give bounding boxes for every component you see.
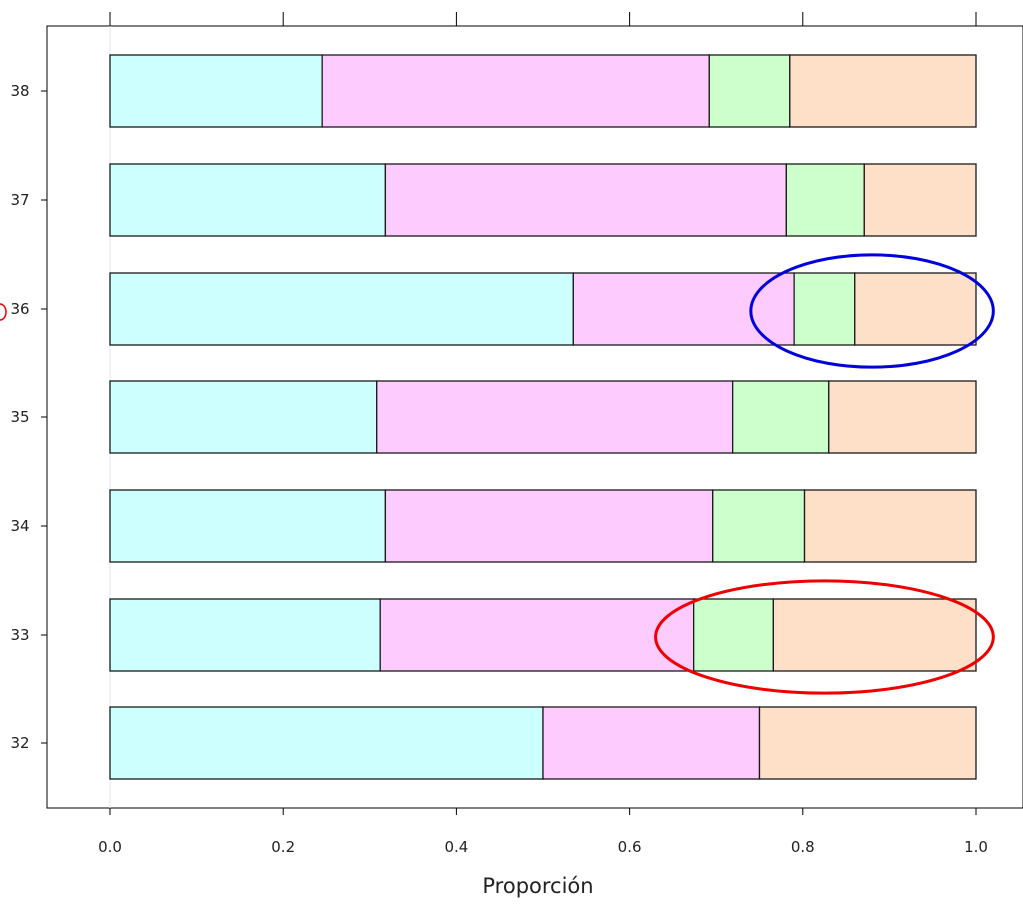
bar-segment-35-1 bbox=[109, 380, 378, 454]
x-tick-label-1.0: 1.0 bbox=[964, 838, 988, 856]
y-tick-label-38: 38 bbox=[10, 82, 29, 100]
x-tick-label-0.8: 0.8 bbox=[791, 838, 815, 856]
bar-segment-37-1 bbox=[109, 163, 387, 237]
bar-segment-32-2 bbox=[542, 706, 761, 780]
bar-segment-33-2 bbox=[379, 598, 695, 672]
bar-segment-32-4 bbox=[758, 706, 977, 780]
x-axis: 0.0 0.2 0.4 0.6 0.8 1.0 bbox=[98, 12, 988, 856]
bar-segment-32-1 bbox=[109, 706, 544, 780]
x-tick-label-0.2: 0.2 bbox=[271, 838, 295, 856]
bar-segment-38-3 bbox=[708, 54, 791, 128]
bar-segment-36-3 bbox=[793, 272, 856, 346]
y-tick-label-37: 37 bbox=[10, 191, 29, 209]
bar-segment-38-2 bbox=[321, 54, 710, 128]
x-axis-title: Proporción bbox=[482, 874, 593, 898]
bar-segment-38-1 bbox=[109, 54, 323, 128]
bar-segment-35-3 bbox=[732, 380, 830, 454]
bar-segment-33-4 bbox=[772, 598, 977, 672]
y-tick-label-36: 36 bbox=[10, 300, 29, 318]
annotations bbox=[0, 253, 995, 695]
bar-segment-36-1 bbox=[109, 272, 574, 346]
bar-segment-34-1 bbox=[109, 489, 387, 563]
y-tick-label-34: 34 bbox=[10, 517, 29, 535]
bar-segment-35-2 bbox=[376, 380, 734, 454]
x-tick-label-0.4: 0.4 bbox=[444, 838, 468, 856]
bar-segment-38-4 bbox=[789, 54, 977, 128]
bar-segment-34-4 bbox=[803, 489, 977, 563]
y-tick-label-35: 35 bbox=[10, 408, 29, 426]
bar-segment-36-4 bbox=[854, 272, 977, 346]
y-axis: 38 37 36 35 34 33 32 bbox=[10, 82, 47, 752]
highlight-ellipse-36 bbox=[749, 253, 995, 369]
bar-segment-36-2 bbox=[572, 272, 795, 346]
bar-segment-33-1 bbox=[109, 598, 381, 672]
y-tick-label-33: 33 bbox=[10, 626, 29, 644]
bar-segment-37-2 bbox=[384, 163, 787, 237]
bar-segment-33-3 bbox=[693, 598, 775, 672]
y-tick-label-32: 32 bbox=[10, 734, 29, 752]
highlight-ellipse-33 bbox=[654, 579, 995, 695]
bar-segment-35-4 bbox=[828, 380, 977, 454]
bar-segment-37-3 bbox=[785, 163, 865, 237]
x-tick-label-0.0: 0.0 bbox=[98, 838, 122, 856]
bar-segment-34-2 bbox=[384, 489, 714, 563]
x-tick-label-0.6: 0.6 bbox=[618, 838, 642, 856]
bar-segment-34-3 bbox=[712, 489, 806, 563]
highlight-ellipse-edge-36 bbox=[0, 303, 7, 321]
bars bbox=[109, 54, 977, 780]
bar-segment-37-4 bbox=[863, 163, 977, 237]
